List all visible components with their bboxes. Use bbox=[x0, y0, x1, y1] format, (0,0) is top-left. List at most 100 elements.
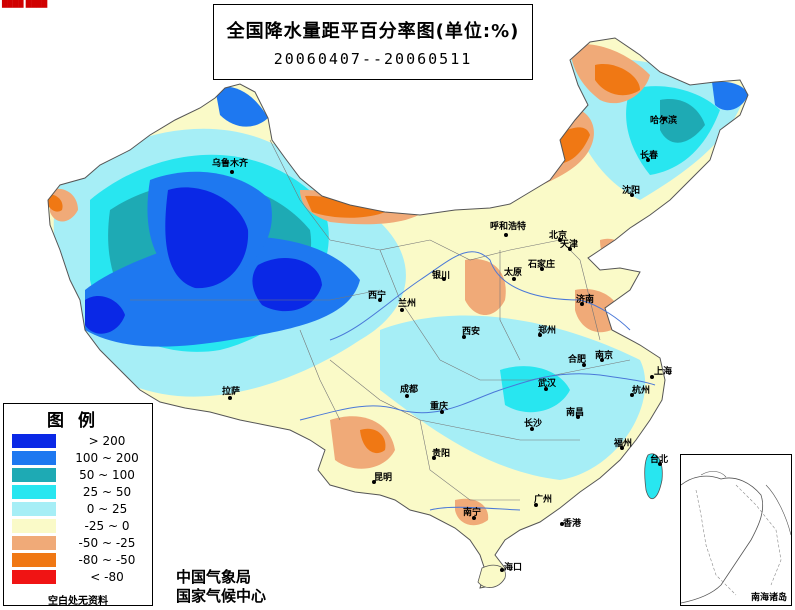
city-dot-nanjing bbox=[600, 358, 604, 362]
city-label-hongkong: 香港 bbox=[563, 519, 582, 529]
city-label-yinchuan: 银川 bbox=[432, 271, 451, 281]
legend-swatch bbox=[12, 485, 56, 499]
legend-label: 25 ~ 50 bbox=[82, 485, 132, 499]
city-dot-fuzhou bbox=[620, 446, 624, 450]
city-dot-hefei bbox=[582, 363, 586, 367]
city-label-taiyuan: 太原 bbox=[504, 268, 523, 278]
credit-cma: 中国气象局 bbox=[176, 568, 252, 586]
china-border bbox=[47, 37, 749, 589]
legend-item: < -80 bbox=[12, 570, 152, 585]
legend-swatch bbox=[12, 502, 56, 516]
city-label-guiyang: 贵阳 bbox=[432, 449, 451, 459]
city-label-changsha: 长沙 bbox=[524, 419, 543, 429]
taiwan-island bbox=[644, 453, 663, 500]
city-dot-taiyuan bbox=[512, 277, 516, 281]
city-label-shenyang: 沈阳 bbox=[622, 186, 641, 196]
city-dot-beijing bbox=[558, 238, 562, 242]
city-dot-chengdu bbox=[405, 394, 409, 398]
south-china-sea-inset: 南海诸岛 bbox=[680, 454, 792, 606]
city-dot-hohhot bbox=[504, 233, 508, 237]
city-dot-shijiazhuang bbox=[540, 267, 544, 271]
city-label-taipei: 台北 bbox=[650, 455, 669, 465]
city-label-shanghai: 上海 bbox=[654, 367, 673, 377]
legend-label: < -80 bbox=[90, 570, 124, 584]
legend-swatch bbox=[12, 570, 56, 584]
city-dot-wuhan bbox=[544, 387, 548, 391]
inset-map bbox=[681, 471, 791, 604]
city-dot-lanzhou bbox=[400, 308, 404, 312]
city-label-nanning: 南宁 bbox=[463, 508, 482, 518]
legend-item: 100 ~ 200 bbox=[12, 451, 152, 466]
city-dot-xining bbox=[378, 298, 382, 302]
city-label-hangzhou: 杭州 bbox=[632, 386, 651, 396]
city-label-kunming: 昆明 bbox=[374, 473, 393, 483]
city-dot-taipei bbox=[658, 462, 662, 466]
city-dot-hangzhou bbox=[630, 393, 634, 397]
map-title: 全国降水量距平百分率图(单位:%) bbox=[226, 21, 520, 42]
city-dot-urumqi bbox=[230, 170, 234, 174]
legend-label: 100 ~ 200 bbox=[75, 451, 139, 465]
city-label-haikou: 海口 bbox=[504, 563, 523, 573]
legend-item: 50 ~ 100 bbox=[12, 468, 152, 483]
legend-title: 图例 bbox=[47, 411, 109, 431]
city-dot-yinchuan bbox=[442, 277, 446, 281]
city-dot-jinan bbox=[580, 302, 584, 306]
city-dot-changsha bbox=[530, 427, 534, 431]
city-dot-changchun bbox=[646, 158, 650, 162]
city-dot-harbin bbox=[662, 117, 666, 121]
city-label-chengdu: 成都 bbox=[400, 385, 419, 395]
city-dot-xian bbox=[462, 335, 466, 339]
legend-item: 25 ~ 50 bbox=[12, 485, 152, 500]
legend: 图例 > 200 100 ~ 200 50 ~ 100 25 ~ 50 0 ~ 25 -2… bbox=[3, 403, 153, 607]
legend-item: -50 ~ -25 bbox=[12, 536, 152, 551]
city-label-xining: 西宁 bbox=[368, 291, 387, 301]
legend-label: -80 ~ -50 bbox=[78, 553, 136, 567]
legend-footnote: 空白处无资料 bbox=[48, 596, 108, 607]
city-label-nanjing: 南京 bbox=[595, 351, 614, 361]
city-label-urumqi: 乌鲁木齐 bbox=[212, 159, 249, 169]
city-label-lanzhou: 兰州 bbox=[398, 299, 417, 309]
city-dot-guangzhou bbox=[534, 503, 538, 507]
city-label-guangzhou: 广州 bbox=[534, 495, 553, 505]
city-label-tianjin: 天津 bbox=[560, 240, 579, 250]
city-label-beijing: 北京 bbox=[549, 231, 568, 241]
legend-swatch bbox=[12, 451, 56, 465]
legend-item: -25 ~ 0 bbox=[12, 519, 152, 534]
city-label-jinan: 济南 bbox=[576, 295, 595, 305]
legend-swatch bbox=[12, 519, 56, 533]
legend-swatch bbox=[12, 536, 56, 550]
city-dot-chongqing bbox=[440, 410, 444, 414]
city-label-harbin: 哈尔滨 bbox=[650, 116, 678, 126]
city-dot-haikou bbox=[500, 568, 504, 572]
legend-swatch bbox=[12, 434, 56, 448]
legend-item: -80 ~ -50 bbox=[12, 553, 152, 568]
city-label-chongqing: 重庆 bbox=[430, 402, 449, 412]
city-label-hohhot: 呼和浩特 bbox=[490, 222, 527, 232]
legend-label: -50 ~ -25 bbox=[78, 536, 136, 550]
legend-label: > 200 bbox=[88, 434, 126, 448]
legend-label: -25 ~ 0 bbox=[84, 519, 130, 533]
city-dot-zhengzhou bbox=[538, 333, 542, 337]
legend-label: 50 ~ 100 bbox=[79, 468, 135, 482]
hainan-island bbox=[477, 564, 506, 588]
city-label-xian: 西安 bbox=[462, 327, 481, 337]
city-label-hefei: 合肥 bbox=[568, 355, 587, 365]
legend-item: 0 ~ 25 bbox=[12, 502, 152, 517]
map-title-box: 全国降水量距平百分率图(单位:%) 20060407--20060511 bbox=[213, 4, 533, 80]
legend-item: > 200 bbox=[12, 434, 152, 449]
city-dot-kunming bbox=[372, 480, 376, 484]
city-label-shijiazhuang: 石家庄 bbox=[528, 260, 556, 270]
city-label-zhengzhou: 郑州 bbox=[538, 326, 557, 336]
city-dot-hongkong bbox=[560, 522, 564, 526]
city-dot-nanchang bbox=[576, 415, 580, 419]
city-label-fuzhou: 福州 bbox=[614, 439, 633, 449]
city-dot-tianjin bbox=[568, 247, 572, 251]
city-dot-lhasa bbox=[228, 396, 232, 400]
city-label-changchun: 长春 bbox=[640, 151, 659, 161]
legend-swatch bbox=[12, 553, 56, 567]
legend-swatch bbox=[12, 468, 56, 482]
inset-label: 南海诸岛 bbox=[750, 590, 787, 603]
city-dot-shenyang bbox=[630, 193, 634, 197]
legend-label: 0 ~ 25 bbox=[86, 502, 128, 516]
city-label-wuhan: 武汉 bbox=[538, 379, 557, 389]
